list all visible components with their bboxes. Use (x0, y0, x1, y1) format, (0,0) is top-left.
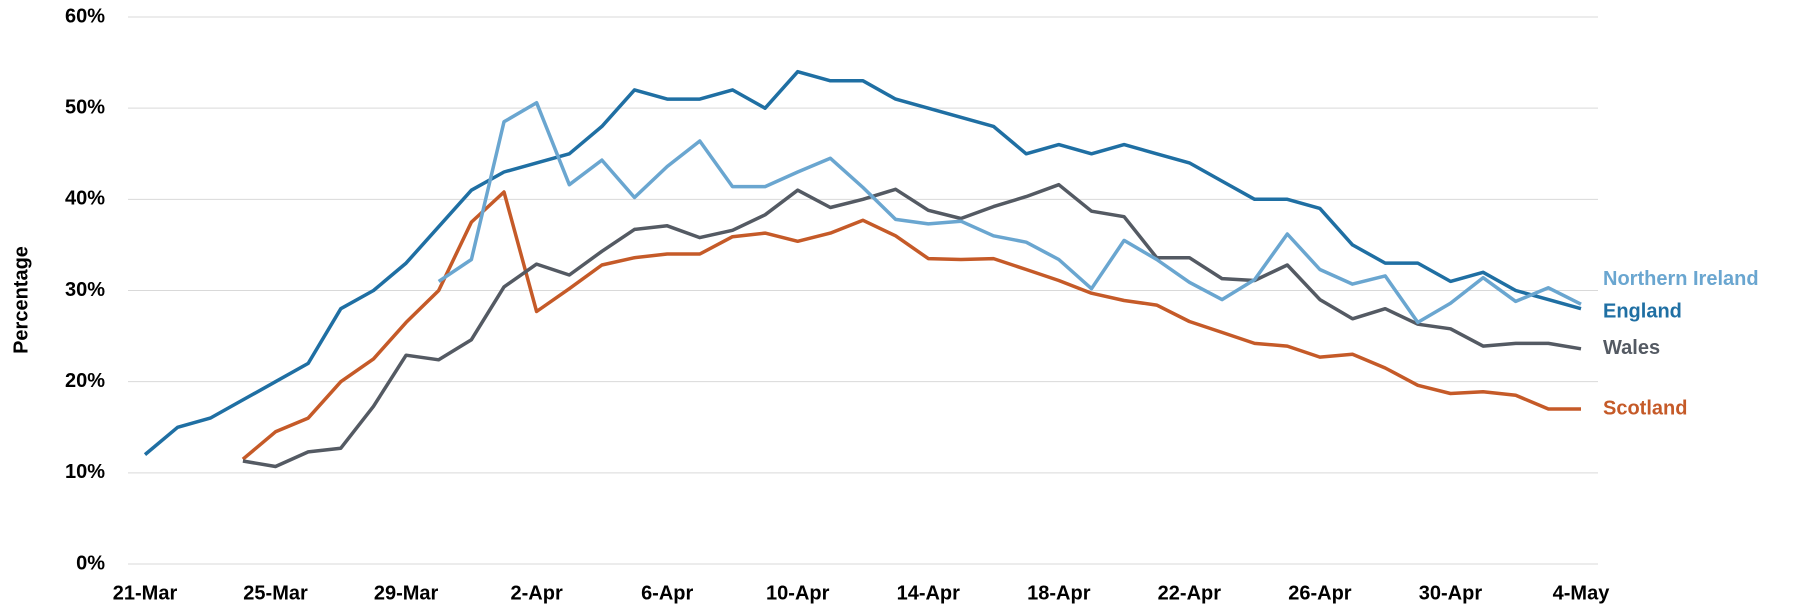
x-tick-label: 4-May (1553, 582, 1611, 604)
series-line (242, 182, 1582, 469)
x-tick-label: 22-Apr (1158, 582, 1222, 604)
y-tick-label: 10% (65, 461, 105, 483)
x-tick-label: 2-Apr (511, 582, 563, 604)
x-tick-label: 6-Apr (641, 582, 693, 604)
series-label: Scotland (1603, 397, 1687, 419)
x-tick-label: 26-Apr (1288, 582, 1352, 604)
x-tick-label: 25-Mar (243, 582, 308, 604)
y-tick-label: 0% (76, 552, 105, 574)
series-label: Wales (1603, 337, 1660, 359)
series-label: England (1603, 300, 1682, 322)
x-tick-label: 14-Apr (897, 582, 961, 604)
series-label: Northern Ireland (1603, 268, 1759, 290)
series-line (437, 100, 1582, 325)
x-tick-label: 21-Mar (113, 582, 178, 604)
x-tick-label: 18-Apr (1027, 582, 1091, 604)
y-tick-label: 40% (65, 188, 105, 210)
y-tick-label: 60% (65, 5, 105, 27)
y-tick-label: 20% (65, 370, 105, 392)
series-line (241, 190, 1581, 461)
series-line (143, 69, 1582, 456)
x-tick-label: 29-Mar (374, 582, 439, 604)
y-axis-label: Percentage (10, 246, 32, 354)
y-tick-label: 30% (65, 279, 105, 301)
x-tick-label: 30-Apr (1419, 582, 1483, 604)
x-tick-label: 10-Apr (766, 582, 830, 604)
y-tick-label: 50% (65, 96, 105, 118)
